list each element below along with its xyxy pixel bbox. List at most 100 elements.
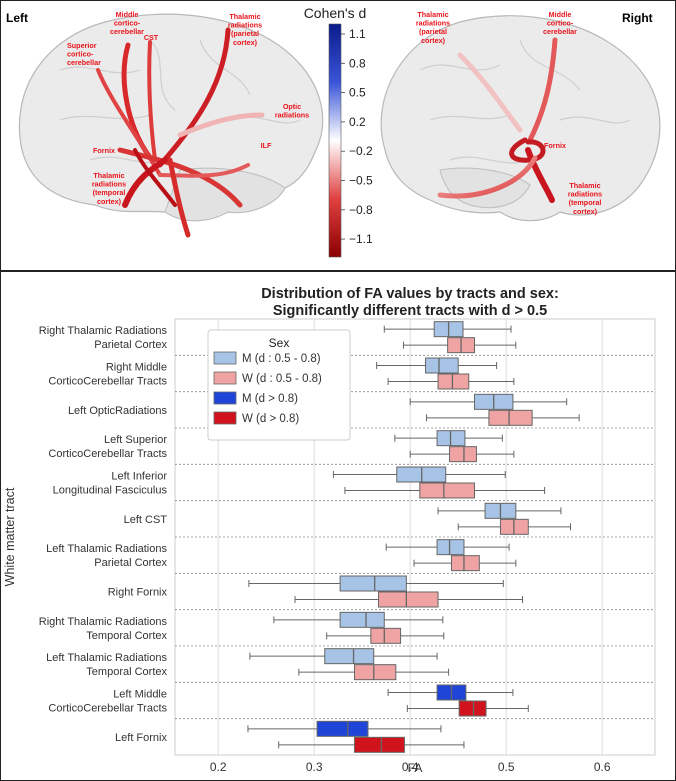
box-m	[383, 321, 512, 338]
right-annotation-tht: cortex)	[573, 207, 598, 216]
box-iqr	[324, 648, 375, 665]
y-category-label: CorticoCerebellar Tracts	[48, 703, 167, 715]
chart-title-line-1: Distribution of FA values by tracts and …	[261, 286, 559, 302]
legend-entries: M (d : 0.5 - 0.8) W (d : 0.5 - 0.8) M (d >…	[213, 351, 322, 425]
x-axis-label: FA	[408, 761, 423, 775]
right-annotation-thp: (parietal	[419, 27, 447, 36]
box-m	[247, 720, 442, 737]
y-category-label: Left Superior	[104, 434, 167, 446]
right-brain-image	[380, 15, 661, 222]
left-annotation-cst: CST	[144, 33, 159, 42]
left-annotation-fornix: Fornix	[93, 146, 115, 155]
y-category-label: Left OpticRadiations	[68, 405, 168, 417]
left-annotation-thp: (parietal	[231, 29, 259, 38]
box-w	[409, 446, 515, 463]
box-m	[385, 539, 510, 556]
right-hemisphere-label: Right	[622, 11, 653, 25]
legend-label: M (d > 0.8)	[242, 393, 298, 405]
colorbar-title: Cohen's d	[304, 5, 367, 21]
boxes	[247, 321, 580, 753]
y-category-label: Temporal Cortex	[86, 666, 167, 678]
right-annotation-thp: cortex)	[421, 36, 446, 45]
y-category-label: CorticoCerebellar Tracts	[48, 448, 167, 460]
y-category-label: Right Fornix	[108, 587, 168, 599]
box-m	[387, 684, 514, 701]
colorbar-tick-label: −1.1	[349, 232, 373, 246]
left-annotation-mcc: cortico-	[114, 19, 141, 28]
right-annotation-mcc: cortico-	[547, 19, 574, 28]
left-annotation-optic: radiations	[275, 111, 309, 120]
colorbar-tick-label: 0.5	[349, 86, 366, 100]
legend-swatch	[213, 351, 237, 365]
right-annotation-mcc: cerebellar	[543, 27, 577, 36]
colorbar-tick-label: 0.8	[349, 56, 366, 70]
legend-box	[207, 329, 351, 441]
box-iqr	[339, 611, 385, 628]
legend-swatch	[213, 391, 237, 405]
box-m	[249, 648, 438, 665]
legend-swatch	[213, 411, 237, 425]
right-annotation-tht: Thalamic	[569, 181, 600, 190]
right-annotation-tht: (temporal	[569, 198, 602, 207]
right-annotations: Thalamicradiations(parietalcortex)Middle…	[416, 10, 602, 216]
box-w	[278, 736, 465, 753]
panel-divider	[0, 270, 676, 272]
box-iqr	[425, 357, 459, 374]
colorbar-tick-label: −0.5	[349, 174, 373, 188]
x-tick-label: 0.2	[210, 760, 227, 774]
colorbar-ticks: 1.1 0.8 0.5 0.2 −0.2 −0.5 −0.8 −1.1	[341, 27, 373, 246]
y-category-label: Longitudinal Fasciculus	[53, 485, 168, 497]
box-iqr	[316, 720, 369, 737]
right-annotation-tht: radiations	[568, 190, 602, 199]
box-m	[437, 502, 562, 519]
y-category-label: Parietal Cortex	[94, 339, 167, 351]
left-brain-image	[18, 13, 324, 238]
left-annotation-thp: radiations	[228, 21, 262, 30]
y-category-label: Right Middle	[106, 362, 167, 374]
legend-label: W (d : 0.5 - 0.8)	[242, 373, 322, 385]
x-tick-label: 0.4	[402, 760, 419, 774]
y-category-label: Right Thalamic Radiations	[39, 325, 168, 337]
left-annotation-ilf: ILF	[261, 141, 272, 150]
box-iqr	[370, 627, 402, 644]
box-w	[406, 700, 529, 717]
y-category-label: Left Middle	[113, 689, 167, 701]
box-w	[298, 664, 450, 681]
left-annotation-scc: cortico-	[67, 50, 94, 59]
left-annotation-tht: Thalamic	[93, 171, 124, 180]
right-annotation-thp: Thalamic	[417, 10, 448, 19]
y-axis-label: White matter tract	[3, 487, 17, 586]
box-iqr	[378, 591, 439, 608]
box-m	[332, 466, 506, 483]
colorbar-tick-label: 0.2	[349, 115, 366, 129]
box-iqr	[488, 409, 533, 426]
box-m	[394, 430, 503, 447]
left-annotation-thp: Thalamic	[229, 12, 260, 21]
x-tick-label: 0.3	[306, 760, 323, 774]
box-m	[248, 575, 504, 592]
colorbar-tick-label: −0.8	[349, 203, 373, 217]
y-category-label: Parietal Cortex	[94, 557, 167, 569]
boxplot-chart: Distribution of FA values by tracts and …	[3, 286, 656, 775]
left-annotation-scc: Superior	[67, 41, 97, 50]
colorbar-tick-label: −0.2	[349, 144, 373, 158]
legend-swatch	[213, 371, 237, 385]
y-category-label: Right Thalamic Radiations	[39, 616, 168, 628]
box-w	[413, 555, 517, 572]
y-category-label: Left Inferior	[111, 471, 167, 483]
left-annotation-tht: (temporal	[93, 188, 126, 197]
left-annotation-mcc: cerebellar	[110, 27, 144, 36]
box-iqr	[449, 446, 477, 463]
box-w	[344, 482, 546, 499]
left-annotations: Middlecortico-cerebellarCSTThalamicradia…	[67, 10, 309, 206]
box-w	[294, 591, 524, 608]
y-category-label: Left Thalamic Radiations	[46, 652, 167, 664]
y-category-label: Left Fornix	[115, 732, 167, 744]
box-iqr	[354, 736, 405, 753]
left-hemisphere-label: Left	[6, 11, 28, 25]
right-annotation-thp: radiations	[416, 19, 450, 28]
box-iqr	[458, 700, 487, 717]
box-m	[409, 393, 568, 410]
box-iqr	[354, 664, 397, 681]
left-annotation-thp: cortex)	[233, 38, 258, 47]
